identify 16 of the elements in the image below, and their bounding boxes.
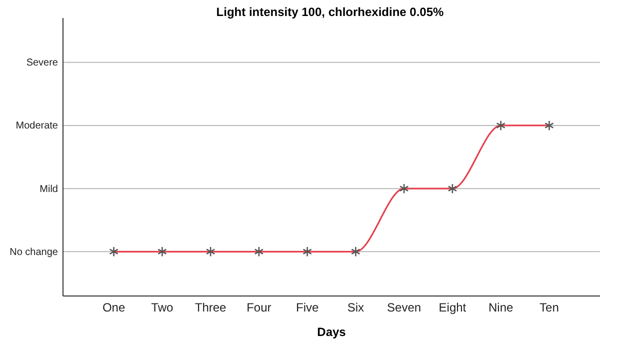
x-tick-label: Six [347, 300, 364, 315]
x-tick-label: Nine [488, 300, 514, 315]
ref-line-label: Moderate [16, 120, 58, 132]
x-tick-label: Five [296, 300, 319, 315]
x-axis-title: Days [317, 325, 346, 339]
ref-line-label: Severe [26, 58, 58, 69]
x-tick-label: Ten [540, 300, 559, 315]
x-tick-label: Seven [387, 300, 422, 315]
x-tick-label: Three [194, 300, 227, 315]
x-tick-label: Eight [438, 300, 467, 315]
x-tick-label: Four [246, 300, 272, 315]
ref-line-label: No change [10, 246, 58, 258]
chart-title: Light intensity 100, chlorhexidine 0.05% [216, 5, 444, 19]
x-tick-label: One [102, 300, 126, 315]
ref-line-label: Mild [40, 184, 58, 195]
x-tick-label: Two [151, 300, 174, 315]
